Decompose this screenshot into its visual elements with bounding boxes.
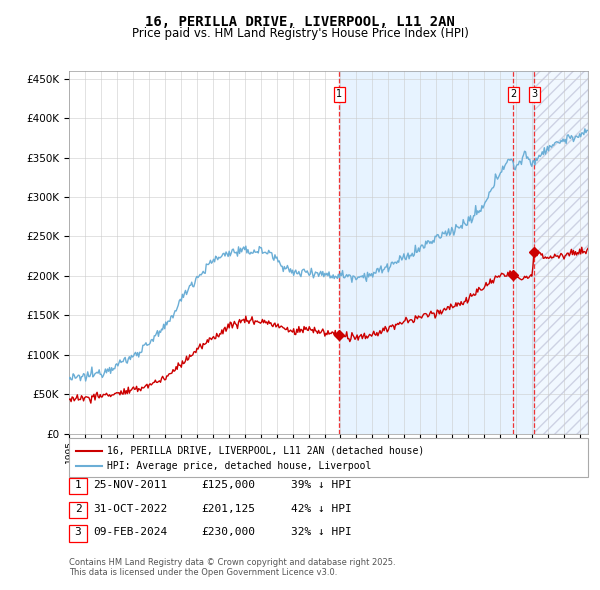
Text: £230,000: £230,000 (201, 527, 255, 537)
Text: £201,125: £201,125 (201, 504, 255, 513)
Text: 2: 2 (74, 504, 82, 513)
Text: 16, PERILLA DRIVE, LIVERPOOL, L11 2AN (detached house): 16, PERILLA DRIVE, LIVERPOOL, L11 2AN (d… (107, 445, 424, 455)
Text: HPI: Average price, detached house, Liverpool: HPI: Average price, detached house, Live… (107, 461, 371, 471)
Text: 1: 1 (74, 480, 82, 490)
Text: 1: 1 (336, 90, 342, 100)
Text: £125,000: £125,000 (201, 480, 255, 490)
Text: 16, PERILLA DRIVE, LIVERPOOL, L11 2AN: 16, PERILLA DRIVE, LIVERPOOL, L11 2AN (145, 15, 455, 30)
Text: 09-FEB-2024: 09-FEB-2024 (93, 527, 167, 537)
Text: 25-NOV-2011: 25-NOV-2011 (93, 480, 167, 490)
Text: 42% ↓ HPI: 42% ↓ HPI (291, 504, 352, 513)
Text: 3: 3 (74, 527, 82, 537)
Text: Price paid vs. HM Land Registry's House Price Index (HPI): Price paid vs. HM Land Registry's House … (131, 27, 469, 40)
Text: 39% ↓ HPI: 39% ↓ HPI (291, 480, 352, 490)
Text: Contains HM Land Registry data © Crown copyright and database right 2025.
This d: Contains HM Land Registry data © Crown c… (69, 558, 395, 577)
Text: 3: 3 (531, 90, 537, 100)
Text: 32% ↓ HPI: 32% ↓ HPI (291, 527, 352, 537)
Text: 2: 2 (510, 90, 517, 100)
Bar (534, 71, 588, 434)
Text: 31-OCT-2022: 31-OCT-2022 (93, 504, 167, 513)
Bar (339, 71, 534, 434)
